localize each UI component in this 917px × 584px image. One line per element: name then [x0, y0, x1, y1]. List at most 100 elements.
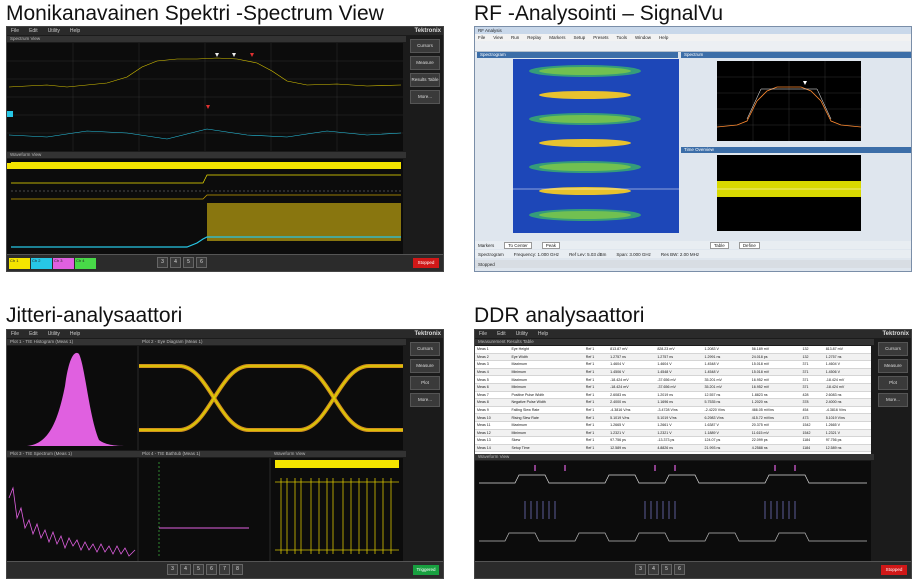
- run-stop-status[interactable]: Stopped: [413, 258, 439, 268]
- tie-bathtub-plot: [139, 458, 269, 562]
- key-4[interactable]: 4: [170, 257, 181, 268]
- menu-help[interactable]: Help: [537, 331, 549, 337]
- marker-red: [206, 105, 210, 109]
- table-row[interactable]: Meas 4 Minimum Ref 1 1.4506 V 1.4548 V 1.4548…: [475, 368, 871, 377]
- ch2-badge[interactable]: Ch 2: [31, 258, 52, 269]
- table-cell: 1184: [800, 436, 824, 445]
- table-row[interactable]: Meas 9 Falling Slew Rate Ref 1 -4.3816 V/ns…: [475, 406, 871, 415]
- cursors-button[interactable]: Cursors: [410, 39, 440, 53]
- key-8[interactable]: 8: [232, 564, 243, 575]
- ref-level-field[interactable]: Ref Lev: 5.03 dBm: [569, 251, 607, 257]
- ch4-badge[interactable]: Ch 4: [75, 258, 96, 269]
- menu-edit[interactable]: Edit: [497, 331, 506, 337]
- caption-jitter-analyzer: Jitteri-analysaattori: [6, 304, 183, 327]
- time-overview-title-bar: Time Overview: [681, 147, 911, 153]
- peak-button[interactable]: Peak: [541, 241, 561, 249]
- table-cell: Ref 1: [583, 375, 609, 384]
- menu-help[interactable]: Help: [659, 35, 669, 40]
- menu-bar: File Edit Utility Help Tektronix: [475, 330, 911, 338]
- key-6[interactable]: 6: [196, 257, 207, 268]
- menu-edit[interactable]: Edit: [29, 331, 38, 337]
- menu-file[interactable]: File: [11, 331, 20, 337]
- menu-edit[interactable]: Edit: [29, 28, 38, 34]
- spectrum-plot: [7, 43, 403, 151]
- key-6[interactable]: 6: [206, 564, 217, 575]
- key-3[interactable]: 3: [167, 564, 178, 575]
- table-row[interactable]: Meas 5 Maximum Ref 1 -18.424 mV -37.656 mV 35…: [475, 375, 871, 384]
- to-center-button[interactable]: To Center: [504, 241, 532, 249]
- plot-button[interactable]: Plot: [878, 376, 908, 390]
- table-row[interactable]: Meas 14 Setup Time Ref 1 12.589 ns 4.8826 ns…: [475, 444, 871, 453]
- table-row[interactable]: Meas 6 Minimum Ref 1 -18.424 mV -37.656 mV 35…: [475, 383, 871, 392]
- key-3[interactable]: 3: [635, 564, 646, 575]
- key-6[interactable]: 6: [674, 564, 685, 575]
- menu-utility[interactable]: Utility: [515, 331, 528, 337]
- menu-markers[interactable]: Markers: [549, 35, 566, 40]
- menu-utility[interactable]: Utility: [47, 331, 60, 337]
- ch3-badge[interactable]: Ch 3: [53, 258, 74, 269]
- more-button[interactable]: More...: [410, 393, 440, 407]
- table-row[interactable]: Meas 12 Minimum Ref 1 1.2321 V 1.2321 V 1.188…: [475, 429, 871, 438]
- key-4[interactable]: 4: [180, 564, 191, 575]
- brand-logo: Tektronix: [414, 28, 441, 34]
- menu-tools[interactable]: Tools: [616, 35, 628, 40]
- res-bw-field[interactable]: Res BW: 2.00 MHz: [660, 251, 700, 257]
- measure-button[interactable]: Measure: [878, 359, 908, 373]
- span-field[interactable]: Span: 3.000 GHz: [616, 251, 651, 257]
- cursors-button[interactable]: Cursors: [878, 342, 908, 356]
- table-cell: 1.8823 ns: [749, 391, 801, 400]
- table-button[interactable]: Table: [710, 241, 729, 249]
- key-5[interactable]: 5: [183, 257, 194, 268]
- table-cell: 15.018 mV: [749, 368, 801, 377]
- table-row[interactable]: Meas 11 Maximum Ref 1 1.2665 V 1.2661 V 1.638…: [475, 421, 871, 430]
- table-cell: 12.589 ns: [823, 444, 871, 453]
- run-triggered-status[interactable]: Triggered: [413, 565, 439, 575]
- table-cell: 22.099 ps: [749, 436, 801, 445]
- menu-file[interactable]: File: [478, 35, 486, 40]
- table-row[interactable]: Meas 8 Negative Pulse Width Ref 1 2.4000 ns…: [475, 398, 871, 407]
- menu-window[interactable]: Window: [635, 35, 652, 40]
- menu-setup[interactable]: Setup: [573, 35, 586, 40]
- plot-button[interactable]: Plot: [410, 376, 440, 390]
- ch2-spectrum-trace: [8, 128, 402, 140]
- more-button[interactable]: More...: [410, 90, 440, 104]
- key-3[interactable]: 3: [157, 257, 168, 268]
- results-table-button[interactable]: Results Table: [410, 73, 440, 87]
- menu-presets[interactable]: Presets: [593, 35, 609, 40]
- menu-run[interactable]: Run: [510, 35, 520, 40]
- cursors-button[interactable]: Cursors: [410, 342, 440, 356]
- define-button[interactable]: Define: [738, 241, 760, 249]
- key-5[interactable]: 5: [661, 564, 672, 575]
- table-row[interactable]: Meas 2 Eye Width Ref 1 1.2757 ns 1.2757 ns 1.…: [475, 353, 871, 362]
- table-row[interactable]: Meas 10 Rising Slew Rate Ref 1 5.1019 V/ns 5…: [475, 413, 871, 422]
- key-4[interactable]: 4: [648, 564, 659, 575]
- frequency-field[interactable]: Frequency: 1.000 GHz: [513, 251, 560, 257]
- table-row[interactable]: Meas 7 Positive Pulse Width Ref 1 2.6083 ns…: [475, 391, 871, 400]
- key-7[interactable]: 7: [219, 564, 230, 575]
- key-5[interactable]: 5: [193, 564, 204, 575]
- menu-help[interactable]: Help: [69, 331, 81, 337]
- more-button[interactable]: More...: [878, 393, 908, 407]
- table-cell: 378: [800, 398, 824, 407]
- measure-button[interactable]: Measure: [410, 56, 440, 70]
- table-cell: 12.557 ns: [702, 391, 750, 400]
- menu-file[interactable]: File: [479, 331, 488, 337]
- table-cell: Meas 5: [475, 375, 510, 384]
- table-cell: 16.952 mV: [749, 375, 801, 384]
- table-row[interactable]: Meas 13 Skew Ref 1 97.756 ps -13.373 ps 124.0…: [475, 436, 871, 445]
- measure-button[interactable]: Measure: [410, 359, 440, 373]
- table-cell: Meas 3: [475, 360, 510, 369]
- menu-file[interactable]: File: [11, 28, 20, 34]
- table-cell: -37.656 mV: [655, 383, 703, 392]
- caption-spectrum-view: Monikanavainen Spektri -Spectrum View: [6, 2, 384, 25]
- table-cell: 1.4604 V: [655, 360, 703, 369]
- menu-replay[interactable]: Replay: [527, 35, 542, 40]
- menu-utility[interactable]: Utility: [47, 28, 60, 34]
- table-row[interactable]: Meas 1 Eye Height Ref 1 813.87 mV 828.23 mV 1…: [475, 346, 871, 354]
- run-stop-status[interactable]: Stopped: [881, 565, 907, 575]
- ch1-badge[interactable]: Ch 1: [9, 258, 30, 269]
- table-cell: 1.2020 ns: [749, 398, 801, 407]
- table-row[interactable]: Meas 3 Maximum Ref 1 1.4604 V 1.4604 V 1.4548…: [475, 360, 871, 369]
- menu-help[interactable]: Help: [69, 28, 81, 34]
- menu-view[interactable]: View: [493, 35, 503, 40]
